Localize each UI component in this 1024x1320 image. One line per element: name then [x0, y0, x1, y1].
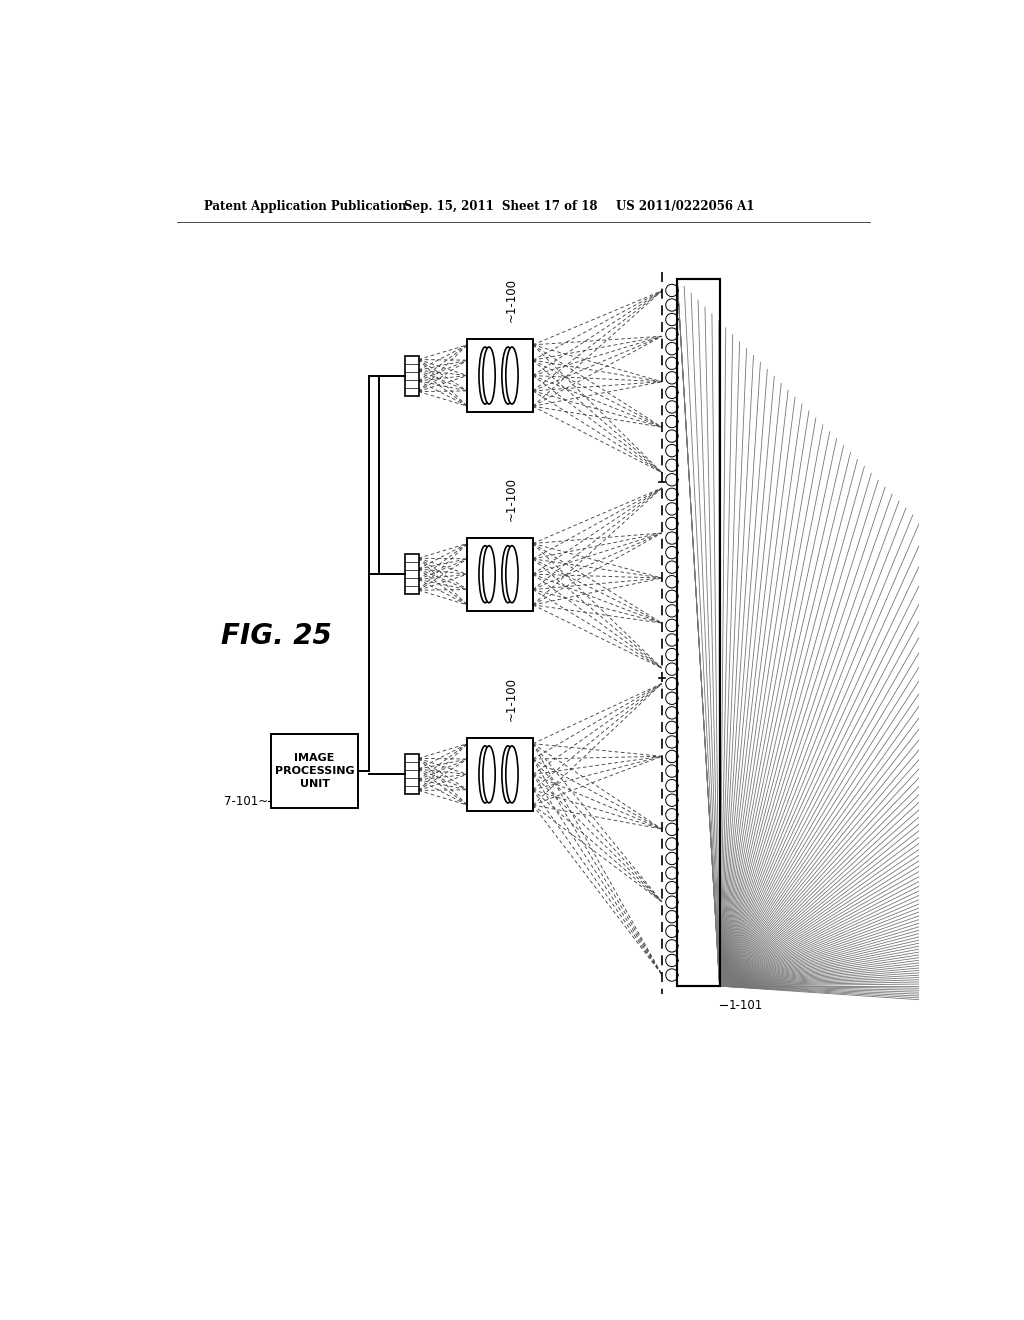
Text: ~1-100: ~1-100 — [505, 279, 518, 322]
Bar — [467, 738, 532, 810]
Text: IMAGE
PROCESSING
UNIT: IMAGE PROCESSING UNIT — [274, 752, 354, 789]
Bar — [677, 280, 720, 986]
Bar — [404, 355, 419, 396]
Ellipse shape — [506, 347, 518, 404]
Ellipse shape — [506, 746, 518, 803]
Text: Patent Application Publication: Patent Application Publication — [204, 199, 407, 213]
Text: 7-101~: 7-101~ — [224, 795, 268, 808]
Ellipse shape — [502, 746, 514, 803]
Ellipse shape — [502, 545, 514, 603]
Bar — [467, 339, 532, 412]
Ellipse shape — [479, 545, 492, 603]
Bar — [404, 554, 419, 594]
Text: ~1-100: ~1-100 — [505, 477, 518, 520]
Bar — [404, 755, 419, 795]
Ellipse shape — [479, 746, 492, 803]
Ellipse shape — [506, 545, 518, 603]
Bar — [271, 734, 357, 808]
Text: Sep. 15, 2011  Sheet 17 of 18: Sep. 15, 2011 Sheet 17 of 18 — [403, 199, 597, 213]
Text: FIG. 25: FIG. 25 — [221, 622, 332, 649]
Ellipse shape — [479, 347, 492, 404]
Bar — [467, 537, 532, 611]
Text: ~1-100: ~1-100 — [505, 677, 518, 721]
Ellipse shape — [483, 746, 496, 803]
Text: US 2011/0222056 A1: US 2011/0222056 A1 — [615, 199, 754, 213]
Text: 1-101: 1-101 — [729, 999, 763, 1012]
Ellipse shape — [502, 347, 514, 404]
Ellipse shape — [483, 347, 496, 404]
Ellipse shape — [483, 545, 496, 603]
Bar — [677, 280, 720, 986]
